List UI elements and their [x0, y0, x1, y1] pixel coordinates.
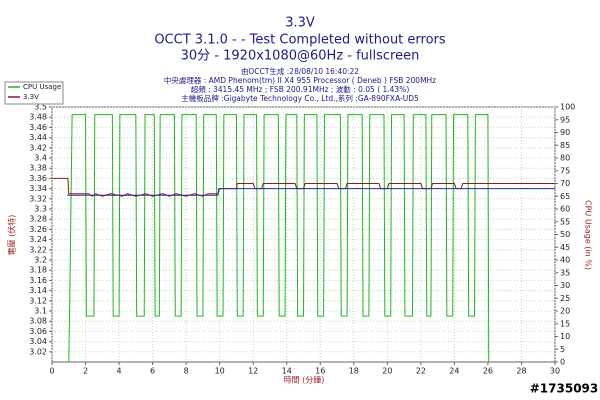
- y-tick-label: 3.24: [29, 235, 47, 244]
- y2-tick-label: 85: [560, 141, 570, 150]
- x-tick-label: 6: [150, 367, 155, 376]
- y-tick-label: 3.26: [29, 225, 47, 234]
- x-tick-label: 10: [215, 367, 225, 376]
- y2-tick-label: 40: [560, 256, 570, 265]
- x-tick-label: 28: [516, 367, 526, 376]
- y2-tick-label: 45: [560, 243, 570, 252]
- x-tick-label: 0: [49, 367, 54, 376]
- y2-tick-label: 55: [560, 217, 570, 226]
- y-tick-label: 3.04: [29, 337, 47, 346]
- watermark-bg: [530, 380, 598, 396]
- y-tick-label: 3.38: [29, 164, 47, 173]
- y2-tick-label: 10: [560, 332, 570, 341]
- y2-tick-label: 5: [560, 345, 565, 354]
- info-line: 主機板品牌 :Gigabyte Technology Co., Ltd.,系列 …: [181, 93, 419, 103]
- y-tick-label: 3.14: [29, 286, 47, 295]
- x-tick-label: 30: [550, 367, 560, 376]
- x-tick-label: 12: [248, 367, 258, 376]
- series-line: [67, 188, 555, 196]
- x-tick-label: 2: [83, 367, 88, 376]
- x-tick-label: 22: [416, 367, 426, 376]
- legend-label: CPU Usage: [23, 83, 61, 91]
- y2-tick-label: 35: [560, 268, 570, 277]
- y2-tick-label: 30: [560, 281, 570, 290]
- y2-tick-label: 25: [560, 294, 570, 303]
- y2-tick-label: 65: [560, 192, 570, 201]
- x-tick-label: 18: [349, 367, 359, 376]
- y-tick-label: 3.3: [34, 205, 47, 214]
- y2-tick-label: 15: [560, 319, 570, 328]
- y-tick-label: 3.32: [29, 194, 47, 203]
- y-tick-label: 3.48: [29, 113, 47, 122]
- y2-tick-label: 90: [560, 128, 570, 137]
- y2-tick-label: 75: [560, 166, 570, 175]
- y2-tick-label: 100: [560, 103, 575, 112]
- y-tick-label: 3.46: [29, 123, 47, 132]
- y-tick-label: 3.4: [34, 154, 47, 163]
- y-tick-label: 3.18: [29, 266, 47, 275]
- y2-tick-label: 60: [560, 205, 570, 214]
- y2-tick-label: 20: [560, 307, 570, 316]
- y-tick-label: 3.12: [29, 296, 47, 305]
- y-tick-label: 3.5: [34, 103, 47, 112]
- y-tick-label: 3.28: [29, 215, 47, 224]
- y-axis-label: 電壓 (伏特): [7, 215, 17, 256]
- x-tick-label: 8: [184, 367, 189, 376]
- x-axis-label: 時間 (分鐘): [284, 375, 325, 385]
- y2-tick-label: 0: [560, 358, 565, 367]
- y-tick-label: 3.06: [29, 327, 47, 336]
- y-tick-label: 3.34: [29, 184, 47, 193]
- legend-label: 3.3V: [23, 93, 39, 101]
- y-tick-label: 3.16: [29, 276, 47, 285]
- y2-tick-label: 95: [560, 115, 570, 124]
- x-tick-label: 26: [483, 367, 493, 376]
- x-tick-label: 4: [117, 367, 122, 376]
- y2-tick-label: 70: [560, 179, 570, 188]
- y2-axis-label: CPU Usage (in %): [584, 200, 593, 270]
- x-tick-label: 16: [315, 367, 325, 376]
- series-line: [68, 114, 490, 363]
- y-tick-label: 3.2: [34, 256, 47, 265]
- y-tick-label: 3.02: [29, 347, 47, 356]
- chart-subtitle: OCCT 3.1.0 - - Test Completed without er…: [154, 33, 446, 48]
- x-tick-label: 24: [449, 367, 459, 376]
- y-tick-label: 3.22: [29, 245, 47, 254]
- y-tick-label: 3.1: [34, 307, 47, 316]
- info-line: 超頻 : 3415.45 MHz ; FSB 200.91MHz ; 波動 : …: [191, 84, 410, 94]
- chart-title: 3.3V: [285, 16, 315, 31]
- watermark: #1735093: [530, 382, 599, 396]
- series-line: [52, 177, 555, 197]
- y-tick-label: 3.44: [29, 133, 47, 142]
- y-tick-label: 3.08: [29, 317, 47, 326]
- y2-tick-label: 80: [560, 154, 570, 163]
- y2-tick-label: 50: [560, 230, 570, 239]
- chart-subtitle: 30分 - 1920x1080@60Hz - fullscreen: [181, 49, 420, 64]
- info-line: 中央處理器 : AMD Phenom(tm) II X4 955 Process…: [164, 75, 436, 85]
- y-tick-label: 3.42: [29, 143, 47, 152]
- y-tick-label: 3.36: [29, 174, 47, 183]
- x-tick-label: 14: [282, 367, 292, 376]
- info-line: 由OCCT生成 :28/08/10 16:40:22: [241, 66, 359, 76]
- x-tick-label: 20: [382, 367, 392, 376]
